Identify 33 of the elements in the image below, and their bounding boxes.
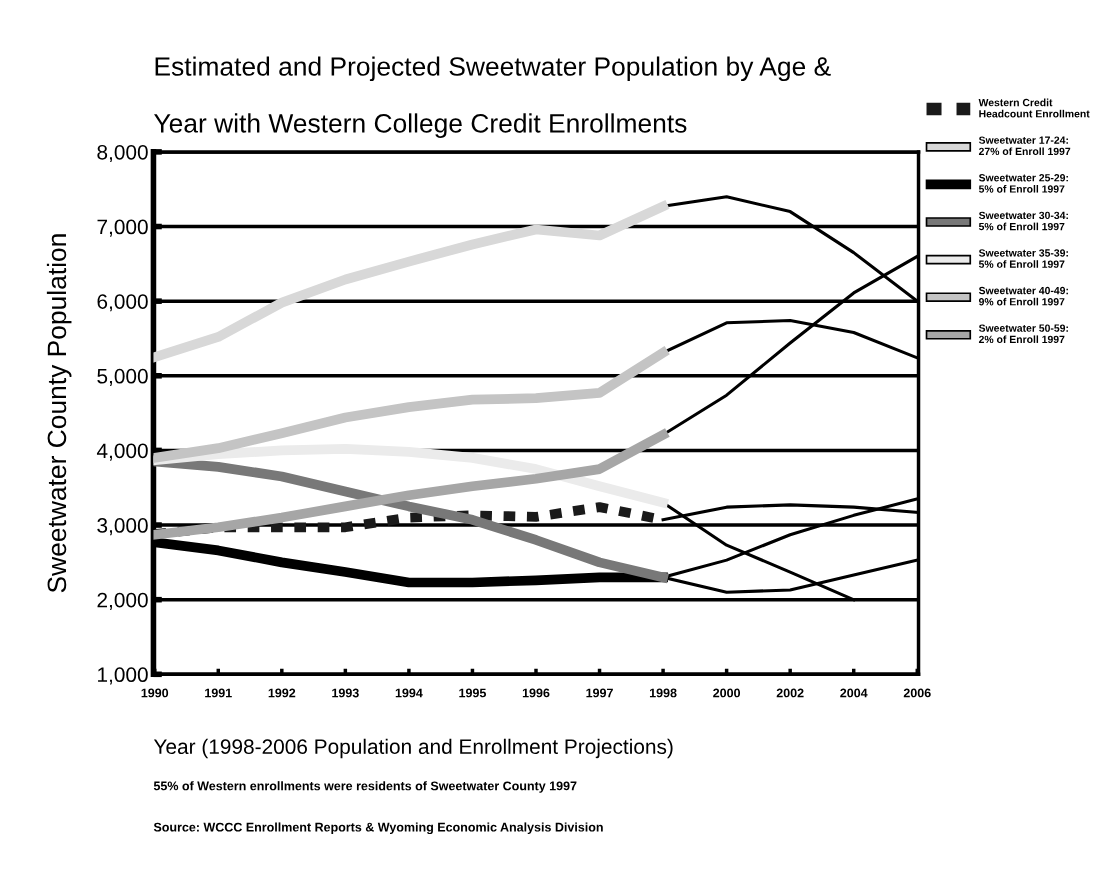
x-tick-label: 1995: [459, 688, 486, 698]
y-tick-label: 4,000: [96, 443, 148, 461]
x-tick-label: 1990: [141, 688, 169, 698]
y-tick-label: 8,000: [97, 144, 148, 163]
y-tick-label: 2,000: [97, 592, 148, 610]
legend-label: Sweetwater 17-24: 27% of Enroll 1997: [978, 136, 1071, 156]
x-tick-label: 1993: [332, 688, 359, 698]
x-tick-label: 1994: [395, 688, 423, 698]
x-tick-label: 1998: [649, 688, 677, 698]
x-tick-label: 1996: [522, 688, 550, 698]
x-axis-title: Year (1998-2006 Population and Enrollment Projections): [153, 738, 673, 759]
legend-label: Sweetwater 30-34: 5% of Enroll 1997: [978, 211, 1068, 231]
source-note: Source: WCCC Enrollment Reports & Wyoming Economic Analysis Division: [153, 822, 603, 835]
text: 55% of Western enrollments were residents of Sweetwater County 1997: [153, 781, 577, 793]
x-tick-label: 1992: [268, 688, 296, 698]
y-tick-label: 3,000: [97, 518, 148, 536]
legend-label: Sweetwater 50-59: 2% of Enroll 1997: [978, 324, 1068, 344]
legend-label: Sweetwater 25-29: 5% of Enroll 1997: [978, 174, 1068, 193]
x-tick-label: 1997: [586, 688, 613, 698]
legend-label: Sweetwater 35-39: 5% of Enroll 1997: [978, 249, 1068, 268]
y-tick-label: 1,000: [98, 667, 148, 685]
x-tick-label: 2000: [713, 688, 741, 698]
y-tick-label: 7,000: [97, 219, 148, 237]
x-tick-label: 2002: [776, 688, 804, 698]
y-axis-title: Sweetwater County Population: [46, 234, 72, 593]
y-tick-label: 5,000: [97, 368, 148, 386]
legend-label: Western Credit Headcount Enrollment: [978, 98, 1090, 118]
y-tick-label: 6,000: [97, 294, 148, 312]
x-tick-label: 2004: [840, 688, 868, 698]
x-tick-label: 2006: [903, 688, 931, 698]
x-tick-label: 1991: [205, 688, 232, 698]
legend-label: Sweetwater 40-49: 9% of Enroll 1997: [978, 286, 1068, 306]
chart-title: Estimated and Projected Sweetwater Population by Age & Year with Western College Credit Enrollments: [154, 56, 831, 138]
